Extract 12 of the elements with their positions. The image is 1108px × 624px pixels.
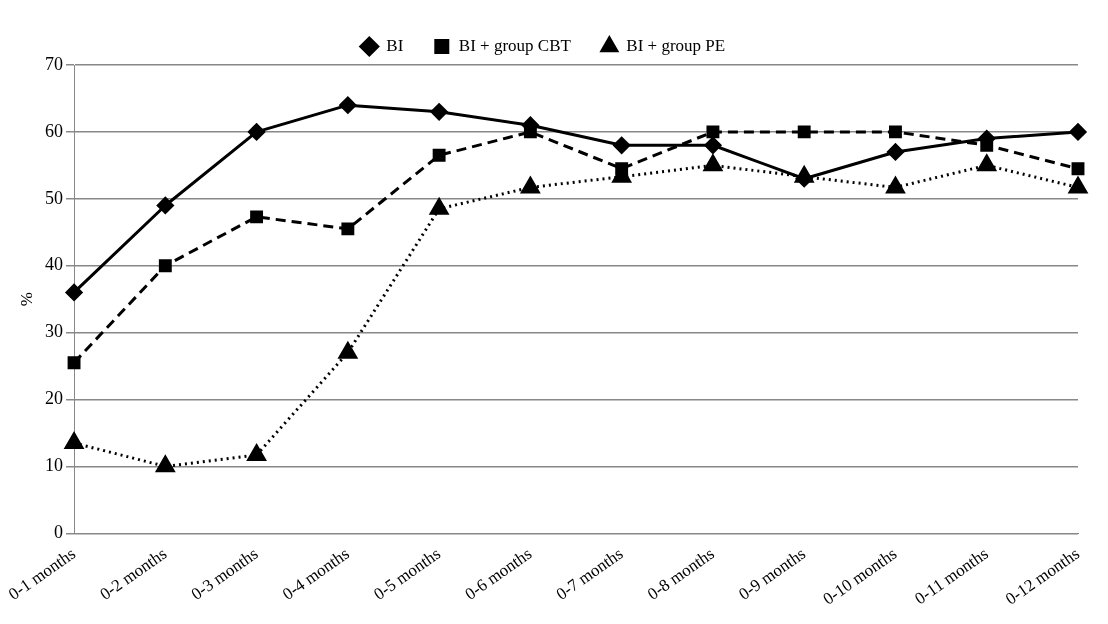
y-tick-label: 50 [45, 187, 64, 208]
legend-label: BI + group PE [626, 35, 726, 55]
y-tick-label: 0 [54, 522, 64, 542]
y-axis-title: % [17, 292, 37, 307]
y-tick-label: 10 [45, 455, 64, 476]
y-tick-label: 40 [45, 254, 64, 275]
legend-label: BI + group CBT [458, 35, 572, 55]
y-tick-label: 20 [45, 388, 64, 409]
legend-label: BI [386, 35, 404, 55]
y-tick-label: 60 [45, 120, 64, 141]
y-tick-label: 70 [45, 53, 64, 74]
y-tick-label: 30 [45, 321, 64, 342]
